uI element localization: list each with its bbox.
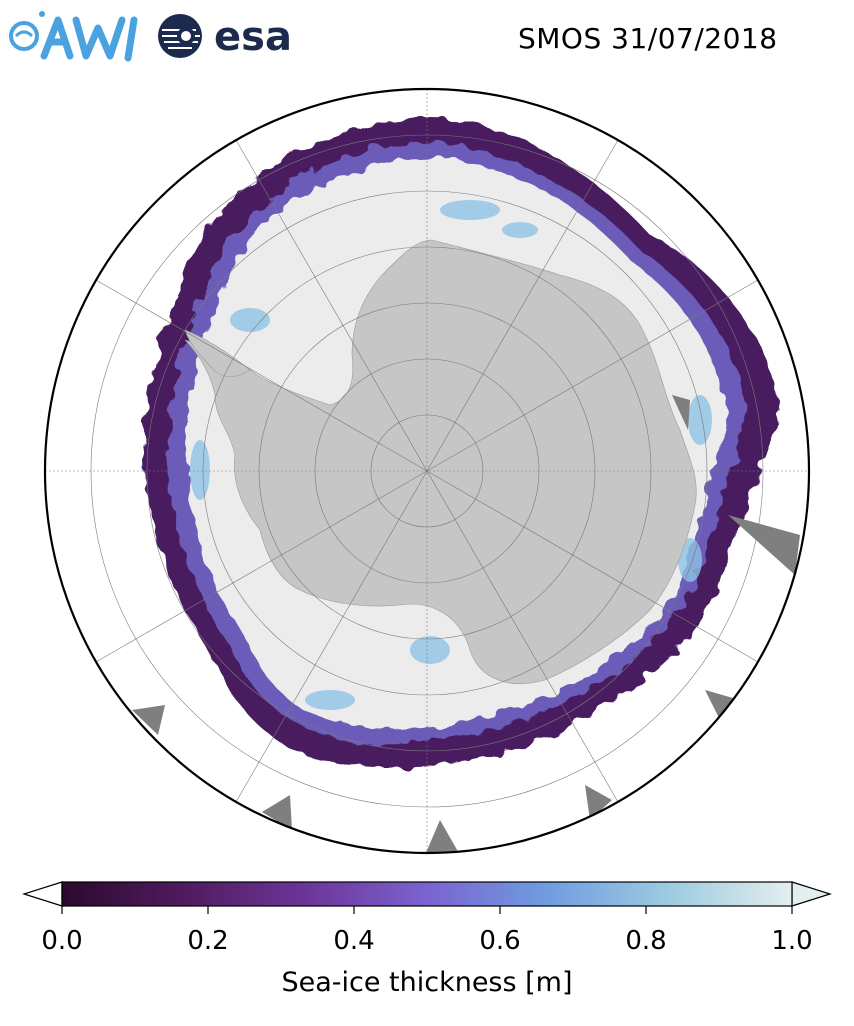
antarctica-land <box>184 239 697 684</box>
map-boundary <box>43 87 811 855</box>
ice-patches <box>190 200 712 710</box>
no-data-areas <box>132 395 800 853</box>
colorbar-tick-label: 0.6 <box>479 926 520 956</box>
antarctic-peninsula <box>184 329 251 377</box>
svg-text:esa: esa <box>214 14 292 60</box>
graticule <box>45 89 809 853</box>
awi-logo <box>9 11 138 62</box>
colorbar-label: Sea-ice thickness [m] <box>281 967 572 998</box>
map-disc <box>45 89 809 853</box>
colorbar-gradient <box>61 881 793 907</box>
colorbar-tick-label: 0.8 <box>625 926 666 956</box>
map-title: SMOS 31/07/2018 <box>518 22 778 55</box>
colorbar-ticks: 0.0 0.2 0.4 0.6 0.8 1.0 <box>41 906 813 956</box>
colorbar-tick-label: 0.0 <box>41 926 82 956</box>
colorbar-tick-label: 1.0 <box>771 926 812 956</box>
colorbar-tick-label: 0.4 <box>333 926 374 956</box>
colorbar-tick-label: 0.2 <box>187 926 228 956</box>
colorbar-extend-high <box>791 881 832 907</box>
header: esa SMOS 31/07/2018 <box>0 0 854 80</box>
colorbar: 0.0 0.2 0.4 0.6 0.8 1.0 Sea-ice thickness [m] <box>22 881 832 998</box>
colorbar-extend-low <box>22 881 63 907</box>
esa-logo: esa <box>158 14 292 60</box>
